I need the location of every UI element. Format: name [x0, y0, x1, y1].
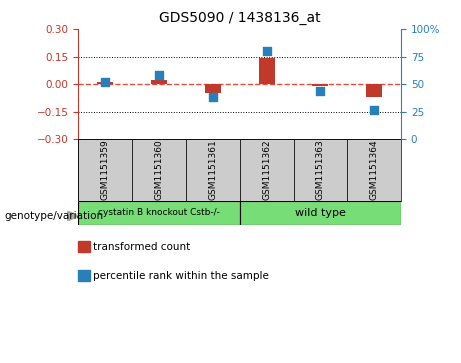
Text: cystatin B knockout Cstb-/-: cystatin B knockout Cstb-/- [98, 208, 220, 217]
Text: GSM1151361: GSM1151361 [208, 139, 217, 200]
Text: GSM1151359: GSM1151359 [101, 139, 110, 200]
Text: GSM1151360: GSM1151360 [154, 139, 164, 200]
Bar [97, 82, 113, 84]
Bar [205, 84, 221, 93]
Text: GSM1151364: GSM1151364 [370, 140, 378, 200]
Text: wild type: wild type [295, 208, 346, 218]
Text: GSM1151362: GSM1151362 [262, 140, 271, 200]
Bar [347, 139, 401, 200]
Title: GDS5090 / 1438136_at: GDS5090 / 1438136_at [159, 11, 320, 25]
Bar [132, 139, 186, 200]
Text: transformed count: transformed count [93, 242, 190, 252]
Bar [78, 139, 132, 200]
Text: genotype/variation: genotype/variation [5, 211, 104, 221]
Point [263, 48, 270, 54]
Point [317, 88, 324, 94]
Text: GSM1151363: GSM1151363 [316, 139, 325, 200]
Bar [294, 139, 347, 200]
Bar [259, 58, 275, 84]
Bar [313, 84, 328, 86]
Point [209, 94, 217, 100]
Bar [240, 200, 401, 225]
Point [371, 107, 378, 113]
Bar [366, 84, 382, 97]
Bar [78, 200, 240, 225]
Point [101, 79, 109, 85]
Text: percentile rank within the sample: percentile rank within the sample [93, 271, 269, 281]
Bar [186, 139, 240, 200]
Point [155, 73, 163, 78]
Bar [240, 139, 294, 200]
Bar [151, 81, 167, 84]
Polygon shape [67, 211, 78, 221]
